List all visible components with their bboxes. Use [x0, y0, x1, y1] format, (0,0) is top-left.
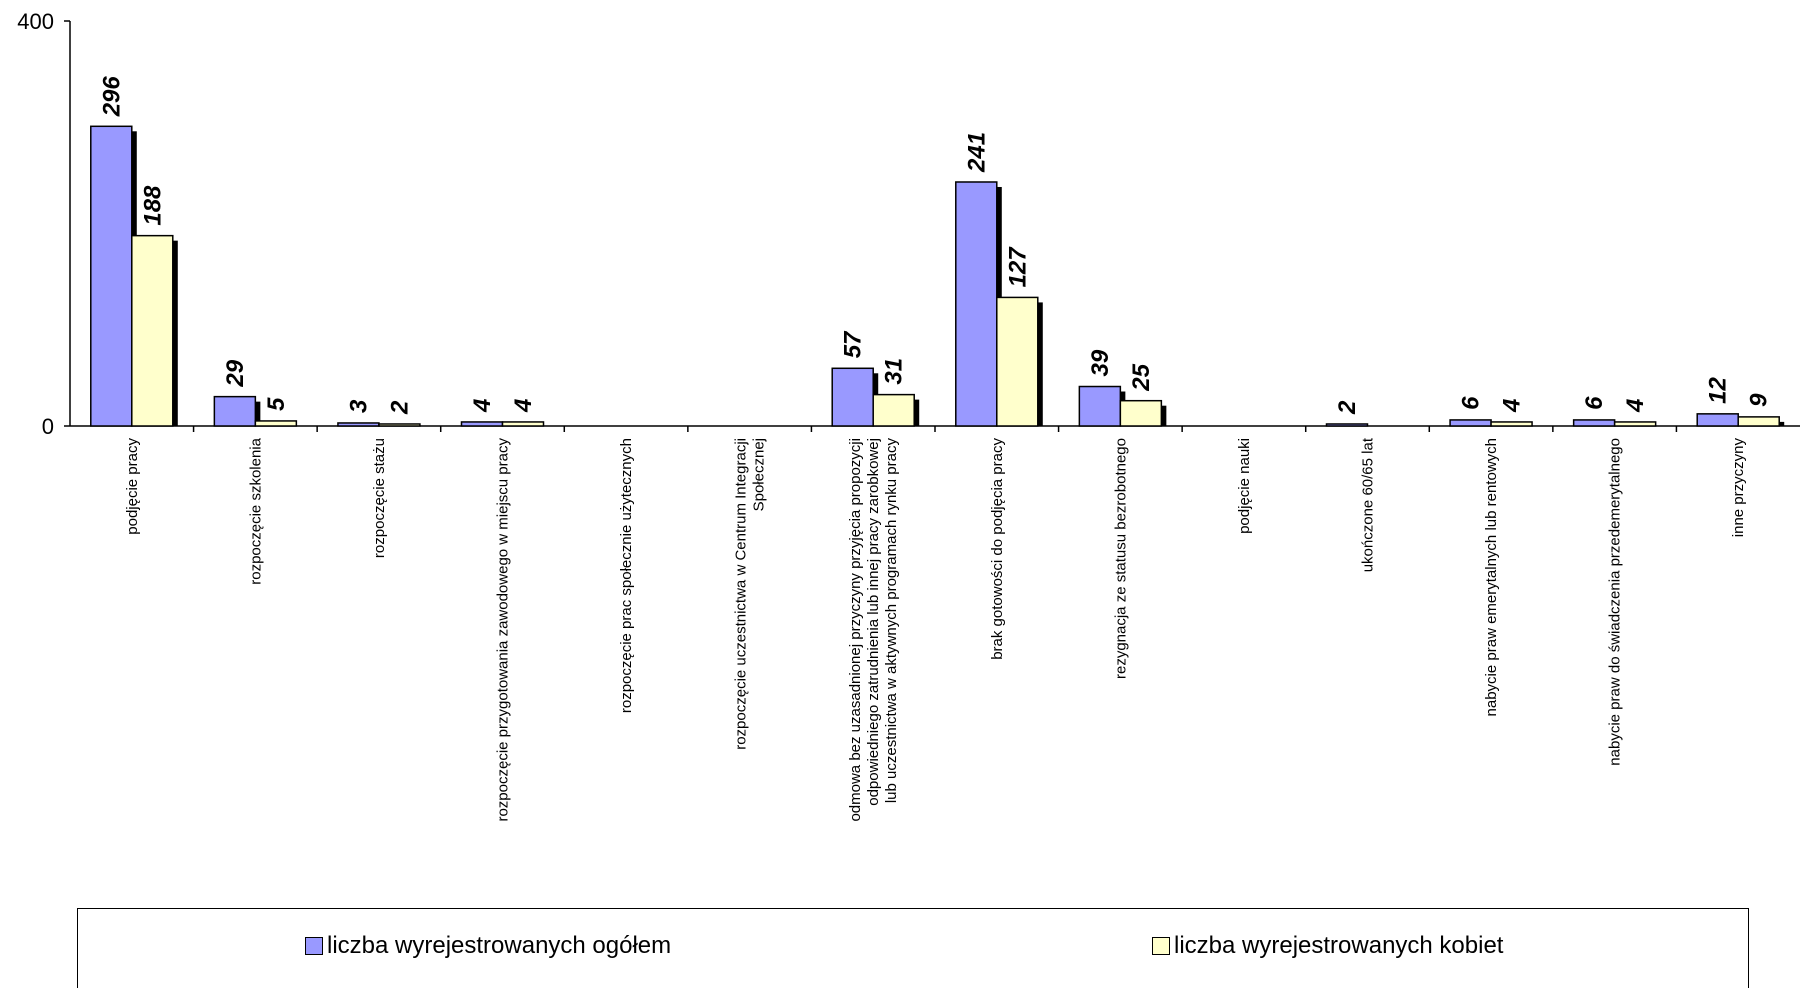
bar [1615, 422, 1656, 426]
category-label: rozpoczęcie uczestnictwa w Centrum Integ… [733, 438, 750, 750]
legend-item-total: liczba wyrejestrowanych ogółem [305, 932, 671, 960]
bar [832, 368, 873, 426]
category-label: rozpoczęcie szkolenia [247, 437, 264, 584]
bar [1697, 414, 1738, 426]
legend-label-total: liczba wyrejestrowanych ogółem [327, 932, 671, 960]
category-label: rezygnacja ze statusu bezrobotnego [1112, 438, 1129, 679]
bar [997, 297, 1038, 426]
category-label: brak gotowości do podjęcia pracy [989, 438, 1006, 660]
data-label: 127 [1004, 246, 1031, 288]
bar [1574, 420, 1615, 426]
chart-legend: liczba wyrejestrowanych ogółem liczba wy… [77, 908, 1749, 988]
bar [1491, 422, 1532, 426]
data-label: 29 [222, 359, 249, 387]
data-label: 25 [1128, 363, 1155, 391]
bar [255, 421, 296, 426]
category-label: podjęcie pracy [124, 438, 141, 535]
category-label: podjęcie nauki [1236, 438, 1253, 534]
data-label: 6 [1581, 396, 1608, 410]
chart-bars [91, 126, 1784, 426]
legend-label-women: liczba wyrejestrowanych kobiet [1174, 932, 1503, 960]
bar [379, 424, 420, 426]
bar [1079, 387, 1120, 426]
y-axis-ticks: 0 400 [17, 9, 70, 439]
data-label: 2 [1334, 400, 1361, 415]
bar [1327, 424, 1368, 426]
chart-axes [70, 21, 1800, 432]
data-label: 6 [1458, 396, 1485, 410]
category-label: ukończone 60/65 lat [1360, 437, 1377, 572]
bar [338, 423, 379, 426]
data-label: 4 [1499, 399, 1526, 413]
category-label: lub uczestnictwa w aktywnych programach … [883, 438, 900, 804]
data-label: 39 [1087, 349, 1114, 376]
legend-swatch-total [305, 937, 323, 955]
data-label: 296 [98, 76, 125, 118]
data-label: 4 [510, 399, 537, 413]
bar [462, 422, 503, 426]
data-label: 9 [1746, 393, 1773, 407]
category-label: odmowa bez uzasadnionej przyczyny przyję… [847, 438, 864, 822]
category-label: inne przyczyny [1730, 438, 1747, 538]
y-tick-label: 400 [17, 9, 54, 34]
category-label: odpowiedniego zatrudnienia lub innej pra… [865, 438, 882, 806]
data-label: 57 [840, 330, 867, 358]
category-label: rozpoczęcie stażu [371, 438, 388, 558]
category-label: nabycie praw emerytalnych lub rentowych [1483, 438, 1500, 716]
bar [1738, 417, 1779, 426]
bar [132, 236, 173, 426]
data-label: 241 [963, 132, 990, 173]
bar [1450, 420, 1491, 426]
data-label: 2 [386, 400, 413, 415]
category-label: rozpoczęcie prac społecznie użytecznych [618, 438, 635, 713]
category-label: Społecznej [751, 438, 768, 511]
category-label: rozpoczęcie przygotowania zawodowego w m… [495, 438, 512, 822]
bar [214, 397, 255, 426]
data-label: 3 [345, 399, 372, 413]
data-label: 31 [881, 358, 908, 385]
bar [1120, 401, 1161, 426]
legend-item-women: liczba wyrejestrowanych kobiet [1152, 932, 1503, 960]
legend-swatch-women [1152, 937, 1170, 955]
y-tick-label: 0 [42, 414, 54, 439]
data-label: 12 [1705, 377, 1732, 404]
data-label: 188 [139, 185, 166, 226]
data-label: 4 [469, 399, 496, 413]
data-label: 5 [263, 397, 290, 411]
bar [503, 422, 544, 426]
bar [91, 126, 132, 426]
bar [873, 395, 914, 426]
data-label: 4 [1622, 399, 1649, 413]
category-labels: podjęcie pracy rozpoczęcie szkolenia rozpo… [124, 437, 1747, 821]
category-label: nabycie praw do świadczenia przedemeryta… [1607, 438, 1624, 766]
bar [956, 182, 997, 426]
